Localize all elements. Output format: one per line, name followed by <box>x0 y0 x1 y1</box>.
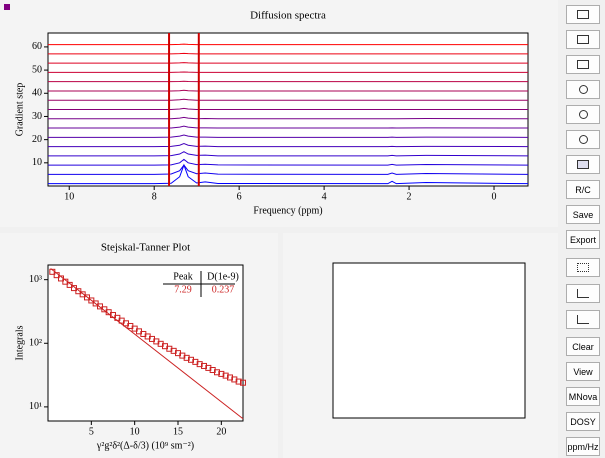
zoom-button[interactable] <box>566 130 600 149</box>
fit-button[interactable] <box>566 284 600 303</box>
y-tick-label: 10 <box>32 157 42 168</box>
y-axis-label: Integrals <box>14 325 25 360</box>
data-point <box>75 288 82 295</box>
y-axis-label: Gradient step <box>14 83 25 137</box>
toolbar-button[interactable]: MNova <box>566 387 600 406</box>
data-point <box>79 291 86 298</box>
data-point <box>240 379 246 386</box>
spectrum-trace <box>48 89 528 92</box>
table-cell: 0.237 <box>212 284 235 295</box>
data-point <box>214 369 220 376</box>
zoom-button[interactable] <box>566 80 600 99</box>
toolbar-button[interactable]: DOSY <box>566 412 600 431</box>
icon-button[interactable] <box>566 258 600 277</box>
data-point <box>183 354 190 361</box>
table-header: Peak <box>173 271 192 282</box>
x-tick-label: 6 <box>237 191 242 202</box>
data-point <box>58 275 64 282</box>
y-tick-label: 20 <box>32 134 42 145</box>
toolbar-button[interactable]: Export <box>566 230 600 249</box>
data-point <box>235 378 242 385</box>
data-point <box>49 268 56 275</box>
spectrum-trace <box>48 143 529 148</box>
x-tick-label: 10 <box>64 191 74 202</box>
table-cell: 7.29 <box>174 284 192 295</box>
fit-line <box>50 268 244 420</box>
x-axis-label: γ²g²δ²(Δ-δ/3) (10⁹ sm⁻²) <box>96 440 194 451</box>
spectrum-trace <box>48 163 529 185</box>
y-tick-label: 10³ <box>29 274 42 285</box>
x-tick-label: 20 <box>216 426 226 437</box>
chart-area: Diffusion spectra Frequency (ppm) Gradient… <box>4 4 529 452</box>
x-tick-label: 15 <box>173 426 183 437</box>
data-point <box>71 285 77 292</box>
spectrum-trace <box>48 98 528 101</box>
spectrum-trace <box>48 116 529 120</box>
spectrum-trace <box>48 134 529 138</box>
y-tick-label: 60 <box>32 41 42 52</box>
spectrum-trace <box>48 164 529 175</box>
toolbar-button[interactable]: R/C <box>566 180 600 199</box>
app-icon <box>4 4 10 10</box>
y-tick-label: 10² <box>29 338 42 349</box>
data-point <box>66 281 73 288</box>
empty-plot <box>332 262 526 419</box>
toolbar-button[interactable]: Clear <box>566 337 600 356</box>
x-tick-label: 5 <box>89 426 94 437</box>
x-tick-label: 2 <box>407 191 412 202</box>
data-point <box>84 294 90 301</box>
data-point <box>222 372 229 379</box>
x-tick-label: 4 <box>322 191 327 202</box>
spectrum-trace <box>48 151 529 157</box>
icon-button[interactable] <box>566 30 600 49</box>
zoom-button[interactable] <box>566 105 600 124</box>
chart-button[interactable] <box>566 155 600 174</box>
y-tick-label: 40 <box>32 88 42 99</box>
x-tick-label: 0 <box>492 191 497 202</box>
x-tick-label: 10 <box>130 426 140 437</box>
data-point <box>196 361 203 368</box>
icon-button[interactable] <box>566 5 600 24</box>
spectrum-trace <box>48 107 528 110</box>
x-tick-label: 8 <box>152 191 157 202</box>
data-point <box>62 278 69 285</box>
data-point <box>218 370 225 377</box>
toolbar-button[interactable]: Save <box>566 205 600 224</box>
x-axis-label: Frequency (ppm) <box>253 205 322 216</box>
fit-button[interactable] <box>566 310 600 329</box>
table-header: D(1e-9) <box>207 271 239 282</box>
spectrum-trace <box>48 125 529 129</box>
chart-title: Stejskal-Tanner Plot <box>101 242 190 254</box>
icon-button[interactable] <box>566 55 600 74</box>
toolbar-button[interactable]: ppm/Hz <box>566 437 600 456</box>
spectrum-trace <box>48 158 529 166</box>
y-tick-label: 30 <box>32 111 42 122</box>
y-tick-label: 50 <box>32 64 42 75</box>
data-point <box>227 374 233 381</box>
data-point <box>53 272 60 279</box>
y-tick-label: 10¹ <box>29 401 42 412</box>
chart-title: Diffusion spectra <box>250 10 326 22</box>
data-point <box>201 362 207 369</box>
toolbar-button[interactable]: View <box>566 362 600 381</box>
